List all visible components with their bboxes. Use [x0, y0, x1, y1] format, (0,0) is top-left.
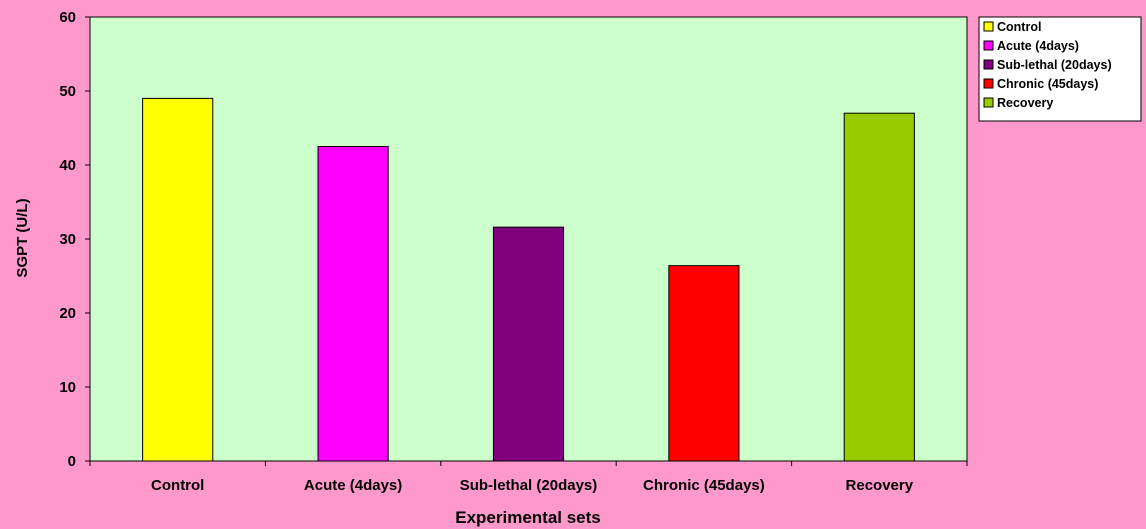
y-tick-label: 10: [59, 379, 76, 396]
legend-items: Control Acute (4days) Sub-lethal (20days) C…: [983, 20, 1112, 110]
x-tick-label: Chronic (45days): [643, 477, 765, 494]
x-tick-label: Recovery: [846, 477, 914, 494]
legend-swatch: [983, 78, 994, 89]
y-axis: 0 10 20 30 40 50 60: [59, 9, 90, 470]
bar-acute-4days: [317, 146, 389, 462]
x-tick-label: Sub-lethal (20days): [460, 477, 598, 494]
bar-sub-lethal-20days: [492, 226, 565, 462]
legend-swatch: [983, 59, 994, 70]
legend-entry: Acute (4days): [997, 39, 1079, 53]
y-axis-label: SGPT (U/L): [14, 198, 31, 277]
legend-entry: Sub-lethal (20days): [997, 58, 1112, 72]
legend: Control Acute (4days) Sub-lethal (20days) C…: [978, 16, 1142, 122]
bar-chronic-45days: [668, 265, 740, 462]
legend-box: [978, 16, 1142, 122]
bar-recovery: [843, 112, 915, 462]
y-tick-label: 30: [59, 231, 76, 248]
y-tick-label: 0: [68, 453, 76, 470]
legend-swatch: [983, 21, 994, 32]
x-axis: Control Acute (4days) Sub-lethal (20days) C…: [89, 461, 968, 494]
legend-swatch: [983, 40, 994, 51]
legend-entry: Recovery: [997, 96, 1053, 110]
legend-swatch: [983, 97, 994, 108]
bar-control: [142, 97, 214, 462]
y-tick-label: 60: [59, 9, 76, 26]
y-tick-label: 50: [59, 83, 76, 100]
legend-entry: Control: [997, 20, 1041, 34]
x-tick-label: Acute (4days): [304, 477, 402, 494]
x-tick-label: Control: [151, 477, 204, 494]
legend-entry: Chronic (45days): [997, 77, 1098, 91]
y-tick-label: 20: [59, 305, 76, 322]
y-tick-label: 40: [59, 157, 76, 174]
x-axis-label: Experimental sets: [455, 508, 601, 527]
bars: [142, 97, 915, 462]
